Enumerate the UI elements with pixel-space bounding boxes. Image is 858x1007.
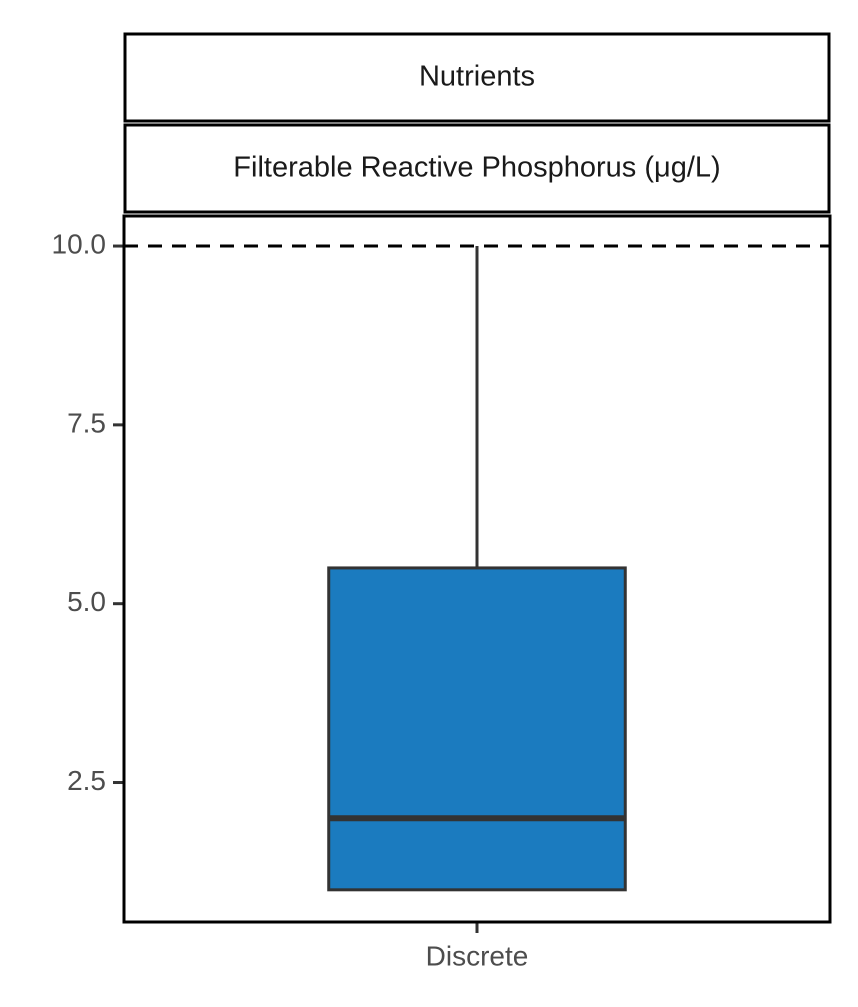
y-tick-label: 5.0 xyxy=(67,586,106,617)
y-tick-label: 10.0 xyxy=(52,228,107,259)
y-tick-label: 7.5 xyxy=(67,407,106,438)
strip-label: Nutrients xyxy=(419,61,535,93)
y-tick-label: 2.5 xyxy=(67,765,106,796)
strip-box xyxy=(123,123,831,214)
strip-box xyxy=(123,32,831,123)
strip-label: Filterable Reactive Phosphorus (μg/L) xyxy=(233,152,720,184)
panel-border xyxy=(122,214,832,924)
box-body xyxy=(327,566,627,892)
x-tick-label: Discrete xyxy=(426,940,529,971)
